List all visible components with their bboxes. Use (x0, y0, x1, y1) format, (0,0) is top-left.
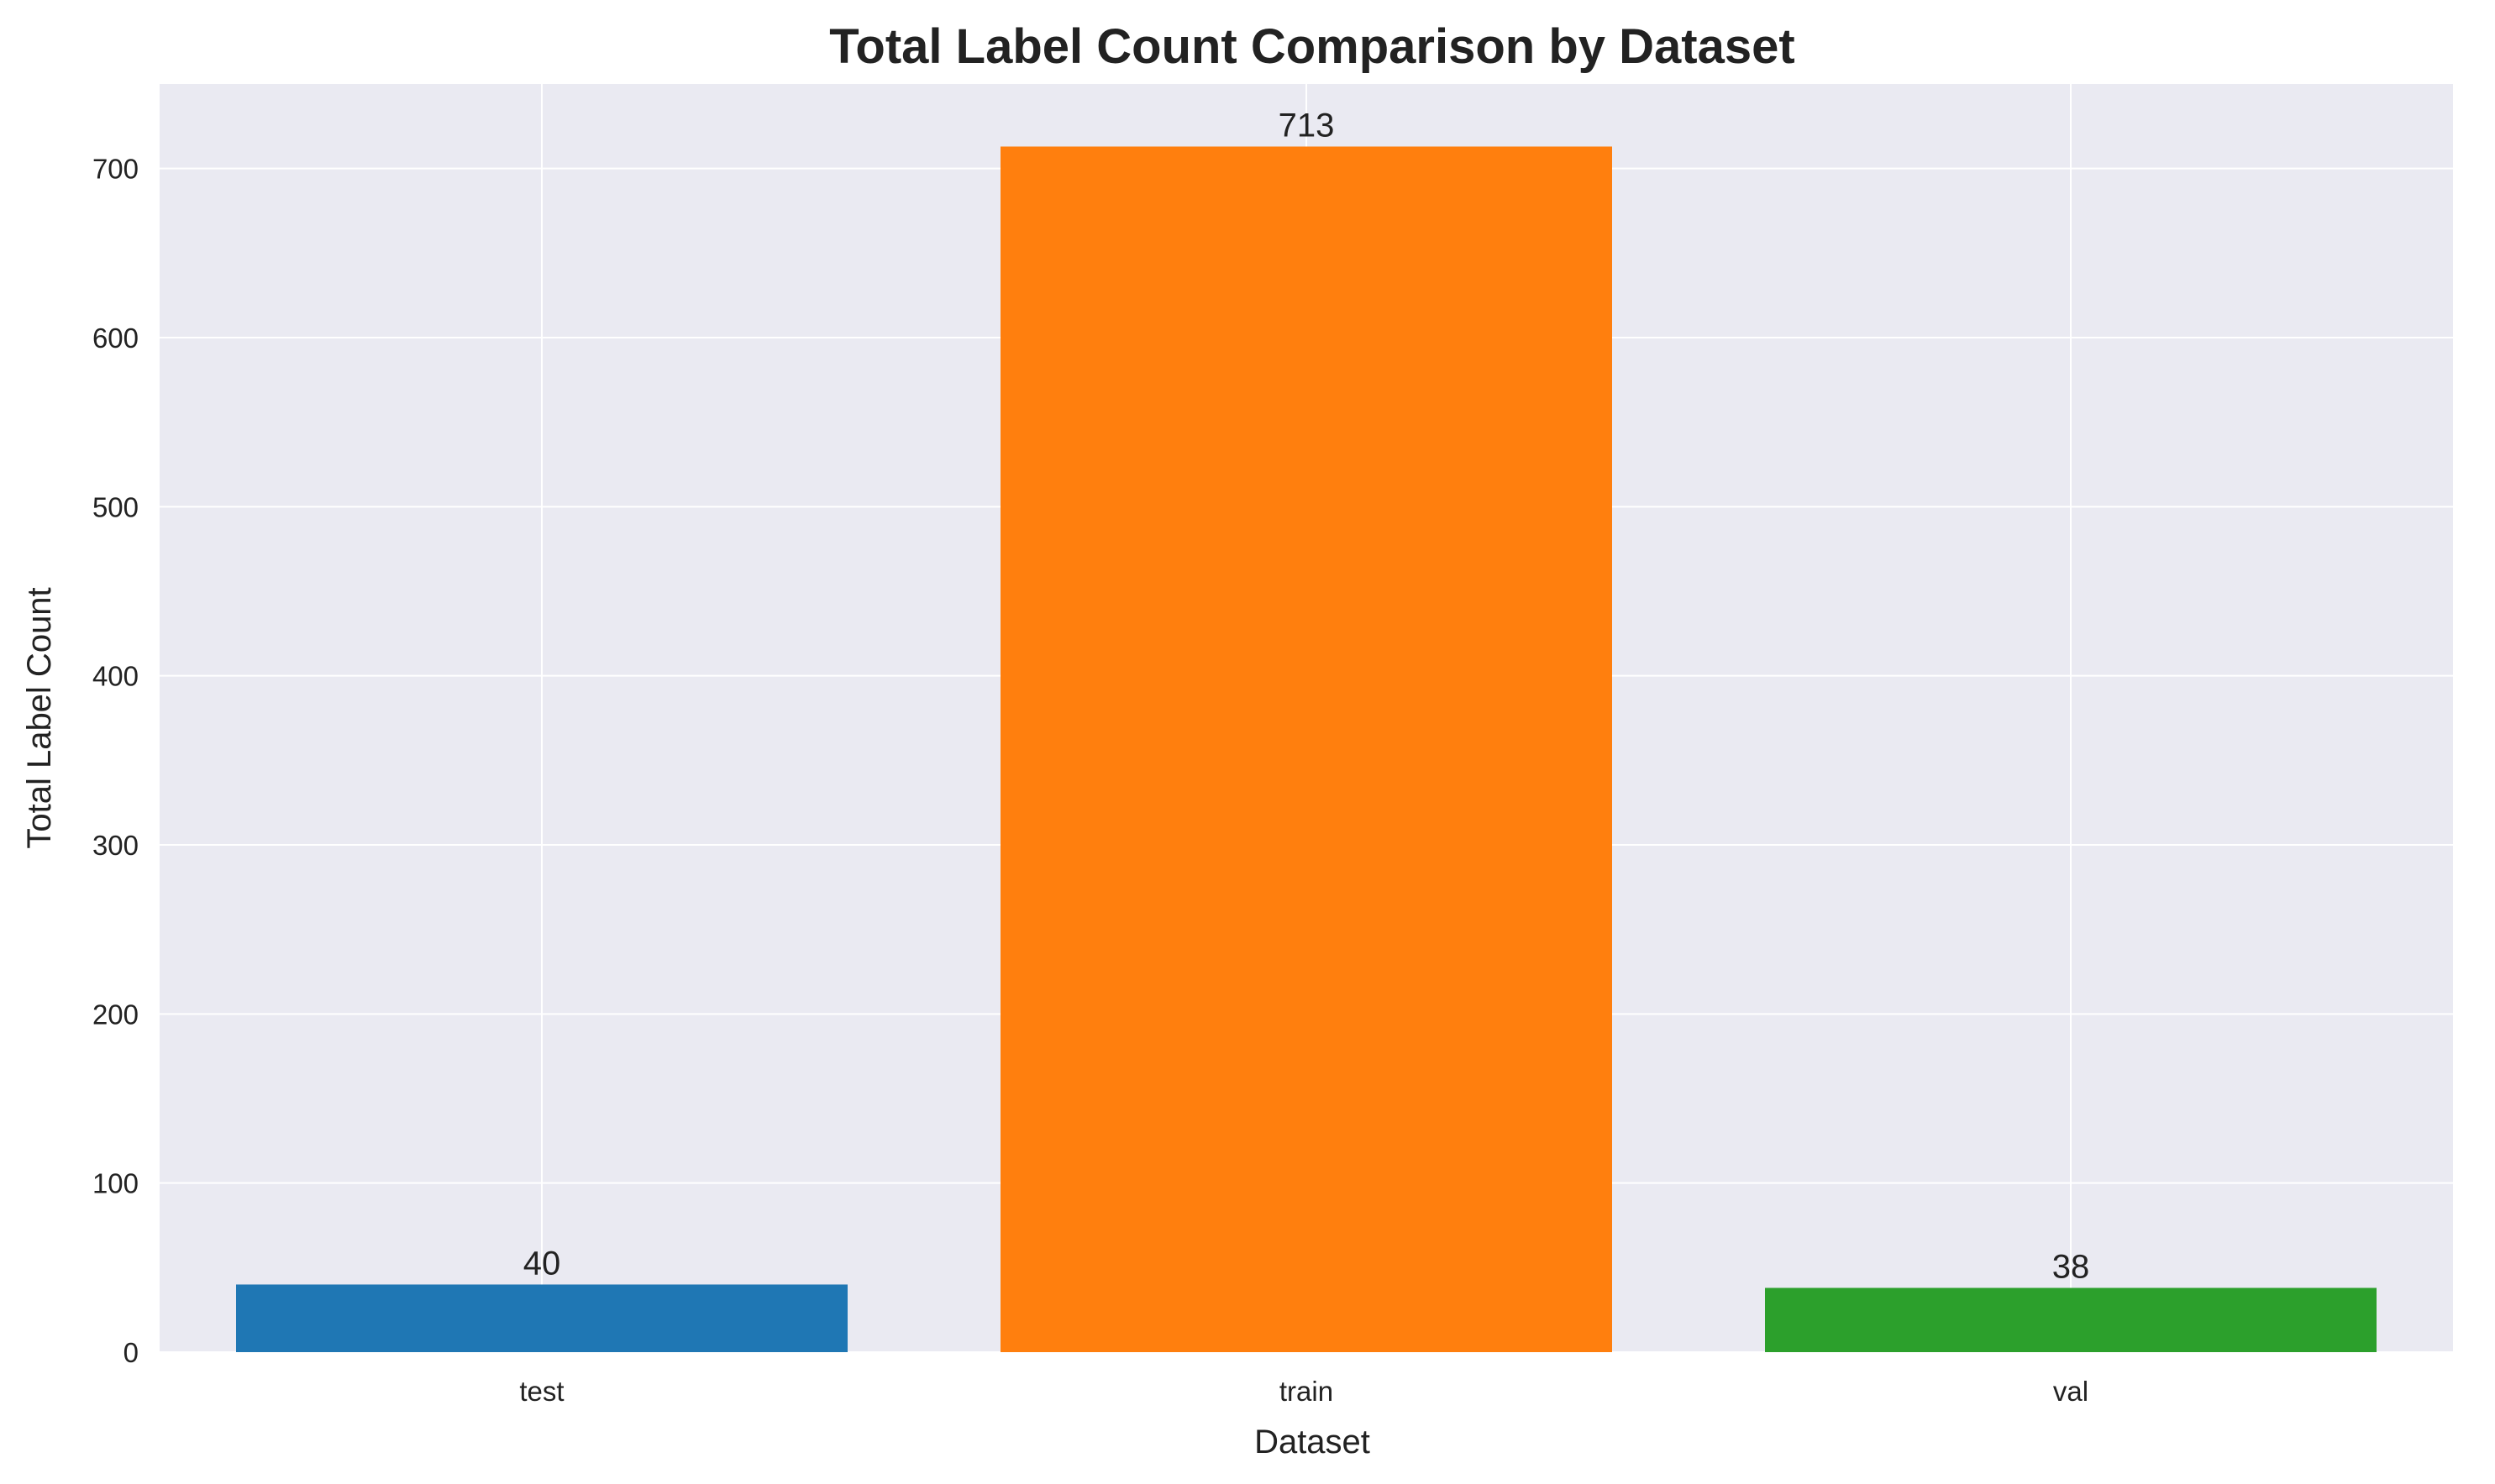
y-tick-label: 600 (92, 322, 139, 354)
y-tick-label: 700 (92, 154, 139, 185)
y-tick-label: 500 (92, 491, 139, 522)
y-tick-label: 100 (92, 1168, 139, 1199)
y-axis-label: Total Label Count (21, 587, 58, 848)
x-tick-label: train (1279, 1376, 1333, 1407)
y-tick-label: 300 (92, 830, 139, 861)
value-label-train: 713 (1279, 107, 1335, 144)
y-tick-label: 400 (92, 661, 139, 692)
y-tick-labels: 0 100 200 300 400 500 600 700 (92, 154, 139, 1368)
chart-title: Total Label Count Comparison by Dataset (829, 19, 1794, 74)
bars: 40 713 38 (236, 107, 2377, 1353)
bar-test (236, 1284, 848, 1352)
x-axis-label: Dataset (1254, 1424, 1370, 1460)
y-tick-label: 200 (92, 999, 139, 1030)
value-label-test: 40 (523, 1245, 561, 1282)
x-tick-label: val (2053, 1376, 2088, 1407)
x-tick-labels: test train val (519, 1376, 2088, 1407)
bar-val (1765, 1287, 2377, 1352)
bar-train (1001, 146, 1612, 1353)
value-label-val: 38 (2052, 1248, 2090, 1285)
x-tick-label: test (519, 1376, 564, 1407)
y-tick-label: 0 (123, 1337, 139, 1368)
